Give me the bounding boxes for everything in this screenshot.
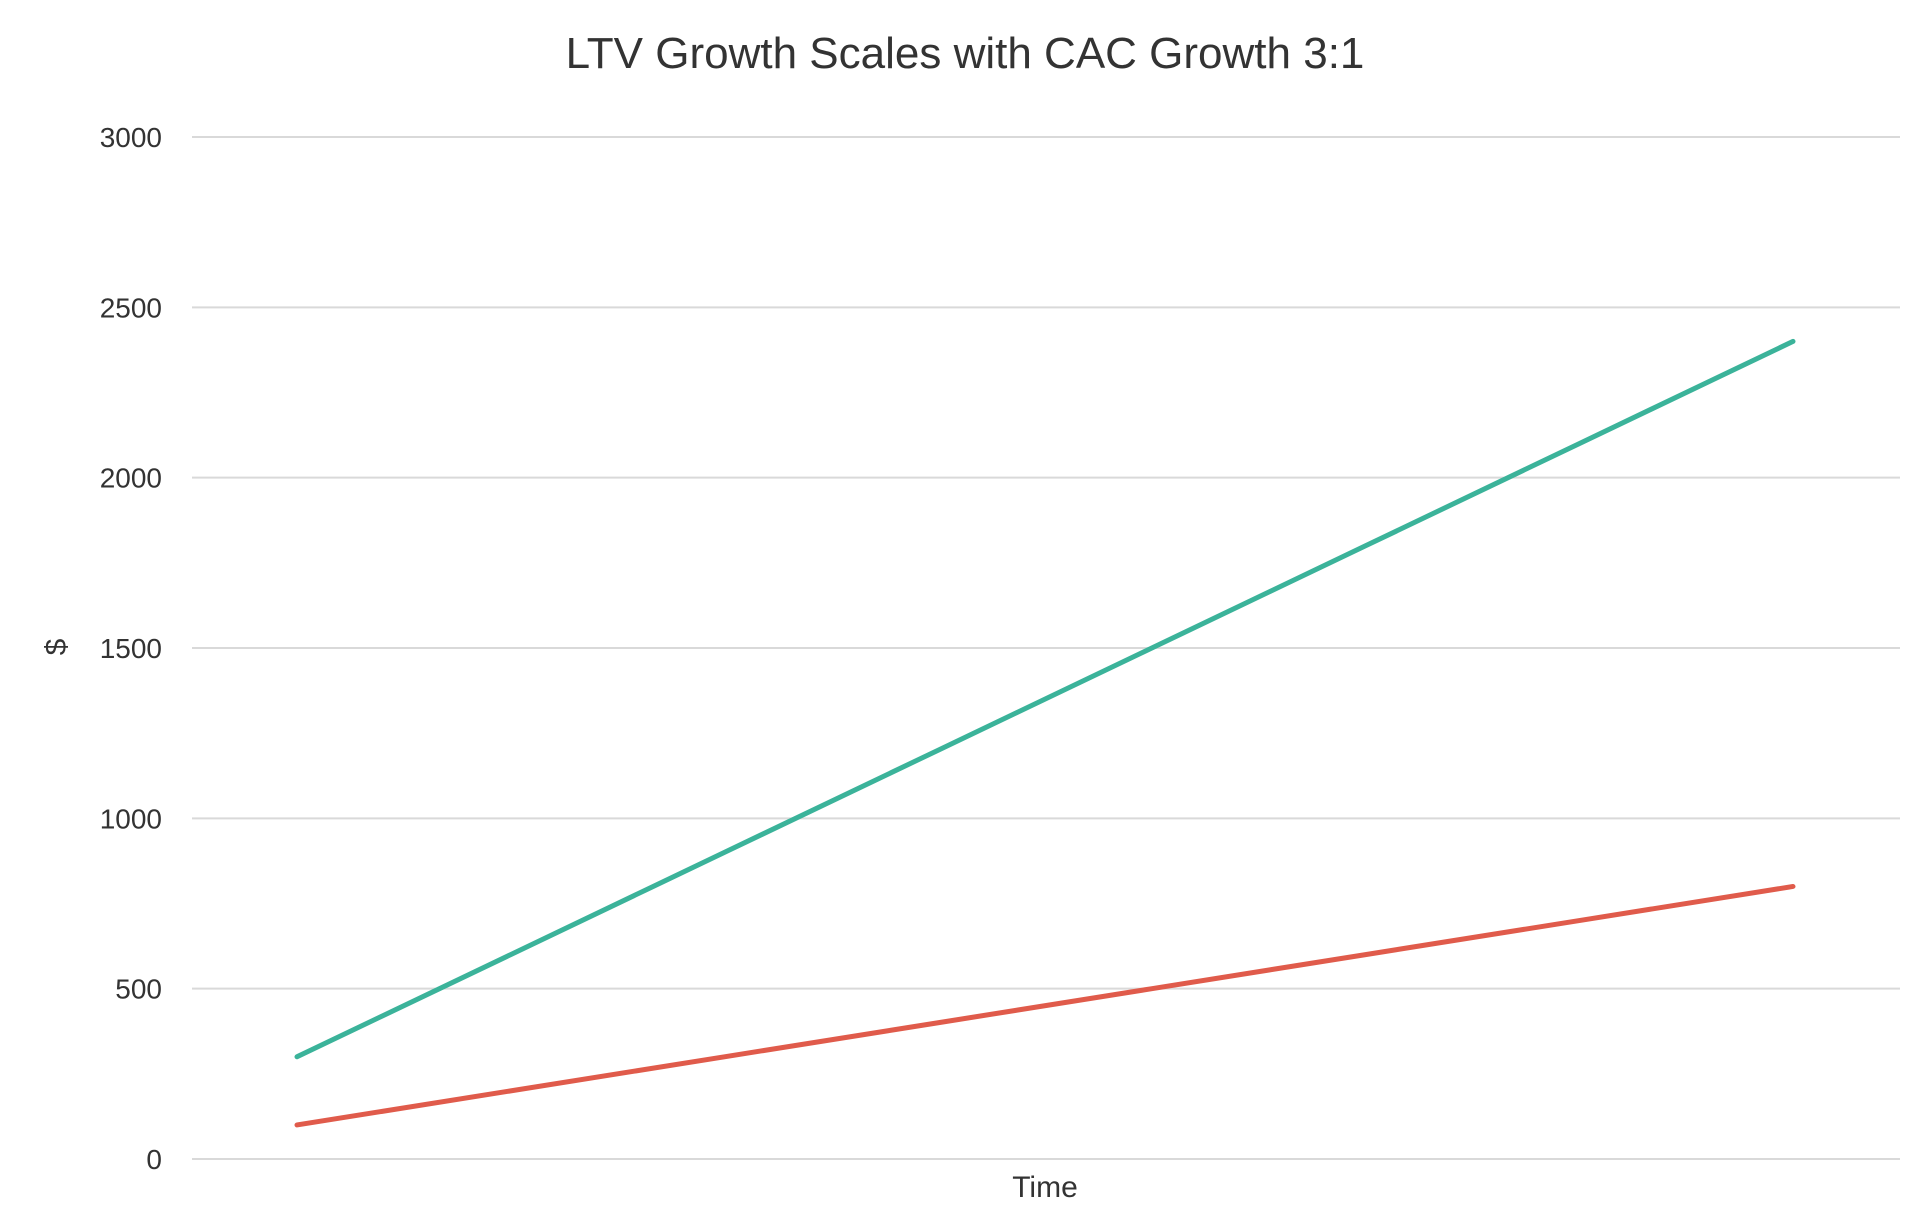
gridlines bbox=[192, 136, 1900, 1160]
x-axis-label: Time bbox=[1012, 1171, 1078, 1204]
y-tick-label: 2000 bbox=[100, 463, 162, 494]
y-tick-label: 3000 bbox=[100, 122, 162, 153]
y-tick-label: 500 bbox=[115, 974, 162, 1005]
series-line-1 bbox=[294, 338, 1796, 1060]
chart-title: LTV Growth Scales with CAC Growth 3:1 bbox=[566, 29, 1365, 78]
y-tick-label: 1500 bbox=[100, 633, 162, 664]
series-lines bbox=[294, 338, 1796, 1128]
y-axis-label: $ bbox=[40, 638, 73, 655]
y-tick-label: 1000 bbox=[100, 803, 162, 834]
y-tick-label: 0 bbox=[146, 1144, 162, 1175]
series-line-2 bbox=[294, 883, 1796, 1128]
y-tick-labels: 0 500 1000 1500 2000 2500 3000 bbox=[100, 122, 162, 1175]
y-tick-label: 2500 bbox=[100, 292, 162, 323]
